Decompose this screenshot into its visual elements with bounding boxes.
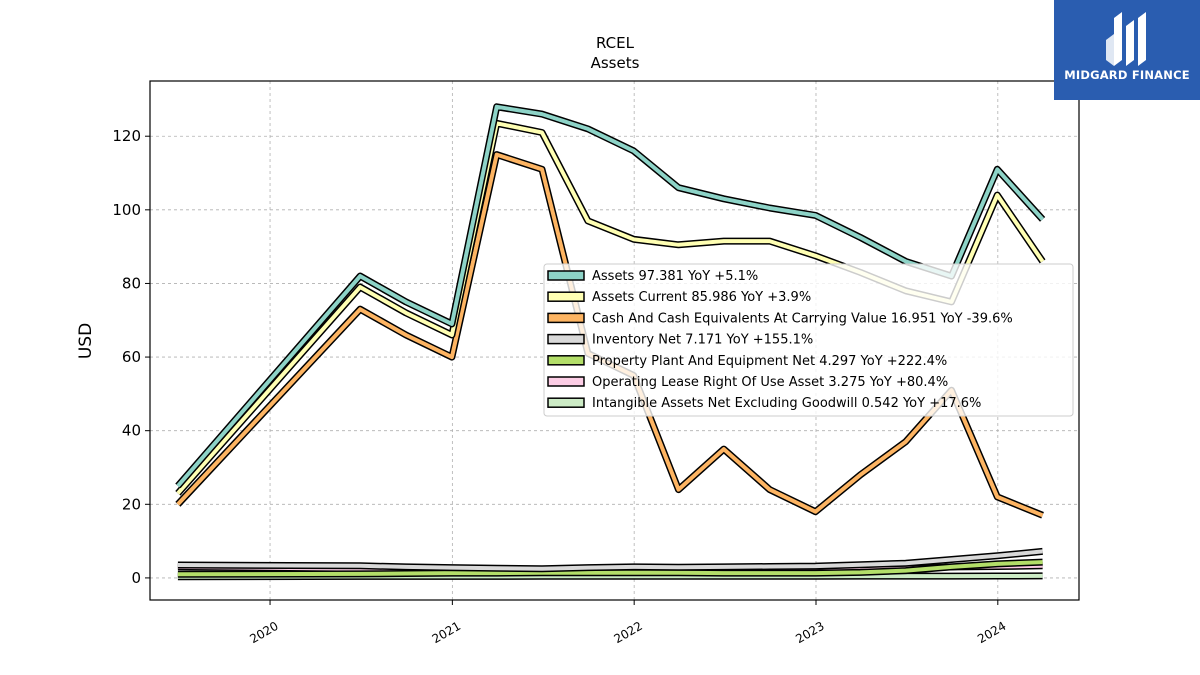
series-inventory-net xyxy=(177,547,1043,573)
y-tick-label: 120 xyxy=(112,127,141,145)
y-tick-label: 60 xyxy=(122,348,141,366)
legend-label: Cash And Cash Equivalents At Carrying Va… xyxy=(592,311,1013,326)
legend-entry: Inventory Net 7.171 YoY +155.1% xyxy=(547,333,813,348)
legend-swatch xyxy=(547,312,585,324)
y-tick-label: 0 xyxy=(131,569,141,587)
logo-text: MIDGARD FINANCE xyxy=(1064,68,1190,82)
legend-label: Operating Lease Right Of Use Asset 3.275… xyxy=(592,375,948,390)
x-tick-label: 2023 xyxy=(793,619,826,646)
legend-swatch xyxy=(547,376,585,387)
legend-label: Property Plant And Equipment Net 4.297 Y… xyxy=(592,354,947,369)
legend-entry: Assets 97.381 YoY +5.1% xyxy=(547,269,758,284)
series-cash-and-cash-equivalents-at-carrying-value xyxy=(175,151,1044,519)
legend-label: Inventory Net 7.171 YoY +155.1% xyxy=(592,333,813,348)
legend-box xyxy=(543,263,1074,417)
legend-label: Intangible Assets Net Excluding Goodwill… xyxy=(592,396,981,411)
y-tick-label: 100 xyxy=(112,201,141,219)
series-line xyxy=(177,549,1043,571)
legend-swatch xyxy=(547,397,585,408)
y-tick-label: 40 xyxy=(122,422,141,440)
series-line xyxy=(177,560,1043,577)
plot-frame xyxy=(149,80,1080,601)
series-layer xyxy=(175,103,1046,581)
y-tick-label: 80 xyxy=(122,274,141,292)
legend-entry: Assets Current 85.986 YoY +3.9% xyxy=(547,290,811,305)
x-tick-label: 2020 xyxy=(247,619,280,646)
logo: MIDGARD FINANCE xyxy=(1054,0,1200,100)
legend-entry: Intangible Assets Net Excluding Goodwill… xyxy=(547,396,981,411)
legend-entry: Property Plant And Equipment Net 4.297 Y… xyxy=(547,354,947,369)
x-tick-label: 2024 xyxy=(975,619,1008,646)
legend-entry: Operating Lease Right Of Use Asset 3.275… xyxy=(547,375,948,390)
chart-title: RCEL xyxy=(596,34,635,52)
series-line xyxy=(176,152,1044,518)
x-tick-label: 2022 xyxy=(611,619,644,646)
legend-swatch xyxy=(547,291,585,302)
x-tick-label: 2021 xyxy=(430,619,463,646)
legend-label: Assets Current 85.986 YoY +3.9% xyxy=(592,290,811,305)
logo-mark-icon xyxy=(1106,12,1146,66)
legend: Assets 97.381 YoY +5.1% Assets Current 85… xyxy=(543,263,1074,417)
chart-subtitle: Assets xyxy=(591,54,640,72)
legend-swatch xyxy=(547,270,585,281)
legend-label: Assets 97.381 YoY +5.1% xyxy=(592,269,758,284)
axis-ticks: 0 20 40 60 80 100 120 2020 2021 2022 2023 2024 xyxy=(112,127,1008,646)
y-tick-label: 20 xyxy=(122,495,141,513)
legend-swatch xyxy=(547,355,585,366)
legend-entry: Cash And Cash Equivalents At Carrying Va… xyxy=(547,311,1013,326)
series-property-plant-and-equipment-net xyxy=(177,558,1043,578)
y-axis-label: USD xyxy=(76,323,96,359)
legend-swatch xyxy=(547,333,585,345)
